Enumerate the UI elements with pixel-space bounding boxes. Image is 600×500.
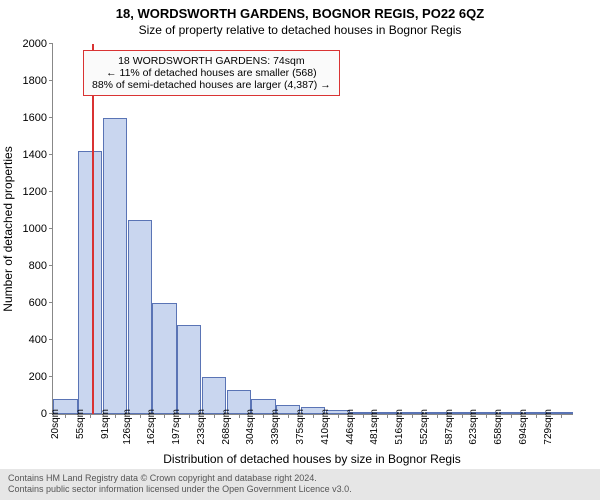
y-tick-mark: [49, 154, 53, 155]
x-tick-label: 623sqm: [469, 409, 480, 445]
histogram-bar: [177, 325, 201, 414]
y-tick-label: 1800: [23, 75, 47, 87]
histogram-bar: [103, 118, 127, 414]
y-tick-label: 0: [41, 408, 47, 420]
x-tick-label: 268sqm: [221, 409, 232, 445]
x-tick-label: 587sqm: [444, 409, 455, 445]
x-tick-label: 410sqm: [320, 409, 331, 445]
annotation-line: 18 WORDSWORTH GARDENS: 74sqm: [92, 55, 331, 67]
x-tick-mark: [486, 414, 487, 418]
x-tick-mark: [313, 414, 314, 418]
y-tick-mark: [49, 117, 53, 118]
x-tick-label: 339sqm: [270, 409, 281, 445]
x-tick-mark: [189, 414, 190, 418]
y-tick-mark: [49, 80, 53, 81]
x-tick-mark: [412, 414, 413, 418]
y-tick-mark: [49, 228, 53, 229]
x-tick-mark: [561, 414, 562, 418]
x-tick-mark: [239, 414, 240, 418]
x-tick-mark: [263, 414, 264, 418]
x-tick-mark: [338, 414, 339, 418]
annotation-line: ← 11% of detached houses are smaller (56…: [92, 67, 331, 79]
x-tick-label: 162sqm: [147, 409, 158, 445]
x-tick-mark: [214, 414, 215, 418]
x-tick-label: 481sqm: [369, 409, 380, 445]
x-tick-mark: [288, 414, 289, 418]
property-annotation: 18 WORDSWORTH GARDENS: 74sqm← 11% of det…: [83, 50, 340, 96]
y-axis-label: Number of detached properties: [1, 146, 15, 311]
x-tick-mark: [387, 414, 388, 418]
y-tick-mark: [49, 191, 53, 192]
histogram-bar: [78, 151, 102, 414]
y-tick-mark: [49, 302, 53, 303]
y-tick-label: 2000: [23, 38, 47, 50]
x-tick-label: 197sqm: [171, 409, 182, 445]
x-tick-label: 91sqm: [100, 409, 111, 439]
plot-area: 020040060080010001200140016001800200020s…: [52, 44, 573, 415]
page-subtitle: Size of property relative to detached ho…: [0, 21, 600, 37]
x-tick-mark: [164, 414, 165, 418]
y-tick-label: 1000: [23, 223, 47, 235]
x-tick-label: 126sqm: [122, 409, 133, 445]
x-tick-mark: [511, 414, 512, 418]
y-tick-label: 400: [29, 334, 47, 346]
footer-line-2: Contains public sector information licen…: [8, 484, 592, 496]
x-tick-label: 233sqm: [196, 409, 207, 445]
y-tick-mark: [49, 43, 53, 44]
x-tick-label: 446sqm: [345, 409, 356, 445]
x-tick-label: 375sqm: [295, 409, 306, 445]
x-tick-label: 55sqm: [75, 409, 86, 439]
chart-container: 18, WORDSWORTH GARDENS, BOGNOR REGIS, PO…: [0, 0, 600, 500]
y-tick-mark: [49, 265, 53, 266]
y-tick-mark: [49, 339, 53, 340]
x-tick-label: 304sqm: [246, 409, 257, 445]
x-tick-mark: [115, 414, 116, 418]
annotation-line: 88% of semi-detached houses are larger (…: [92, 79, 331, 91]
x-axis-label: Distribution of detached houses by size …: [163, 452, 461, 466]
histogram-bar: [128, 220, 152, 414]
y-tick-label: 200: [29, 371, 47, 383]
page-title: 18, WORDSWORTH GARDENS, BOGNOR REGIS, PO…: [0, 0, 600, 21]
y-tick-label: 1600: [23, 112, 47, 124]
footer-line-1: Contains HM Land Registry data © Crown c…: [8, 473, 592, 485]
x-tick-mark: [140, 414, 141, 418]
x-tick-label: 516sqm: [394, 409, 405, 445]
histogram-chart: Number of detached properties 0200400600…: [52, 44, 572, 414]
x-tick-label: 658sqm: [493, 409, 504, 445]
y-tick-mark: [49, 376, 53, 377]
y-tick-label: 800: [29, 260, 47, 272]
x-tick-mark: [437, 414, 438, 418]
x-tick-label: 20sqm: [50, 409, 61, 439]
x-tick-label: 729sqm: [543, 409, 554, 445]
y-tick-label: 1200: [23, 186, 47, 198]
x-tick-mark: [65, 414, 66, 418]
x-tick-label: 552sqm: [419, 409, 430, 445]
histogram-bar: [152, 303, 176, 414]
y-tick-label: 600: [29, 297, 47, 309]
footer: Contains HM Land Registry data © Crown c…: [0, 469, 600, 500]
x-tick-label: 694sqm: [518, 409, 529, 445]
x-tick-mark: [90, 414, 91, 418]
x-tick-mark: [363, 414, 364, 418]
property-marker-line: [92, 44, 94, 414]
x-tick-mark: [462, 414, 463, 418]
y-tick-label: 1400: [23, 149, 47, 161]
x-tick-mark: [536, 414, 537, 418]
